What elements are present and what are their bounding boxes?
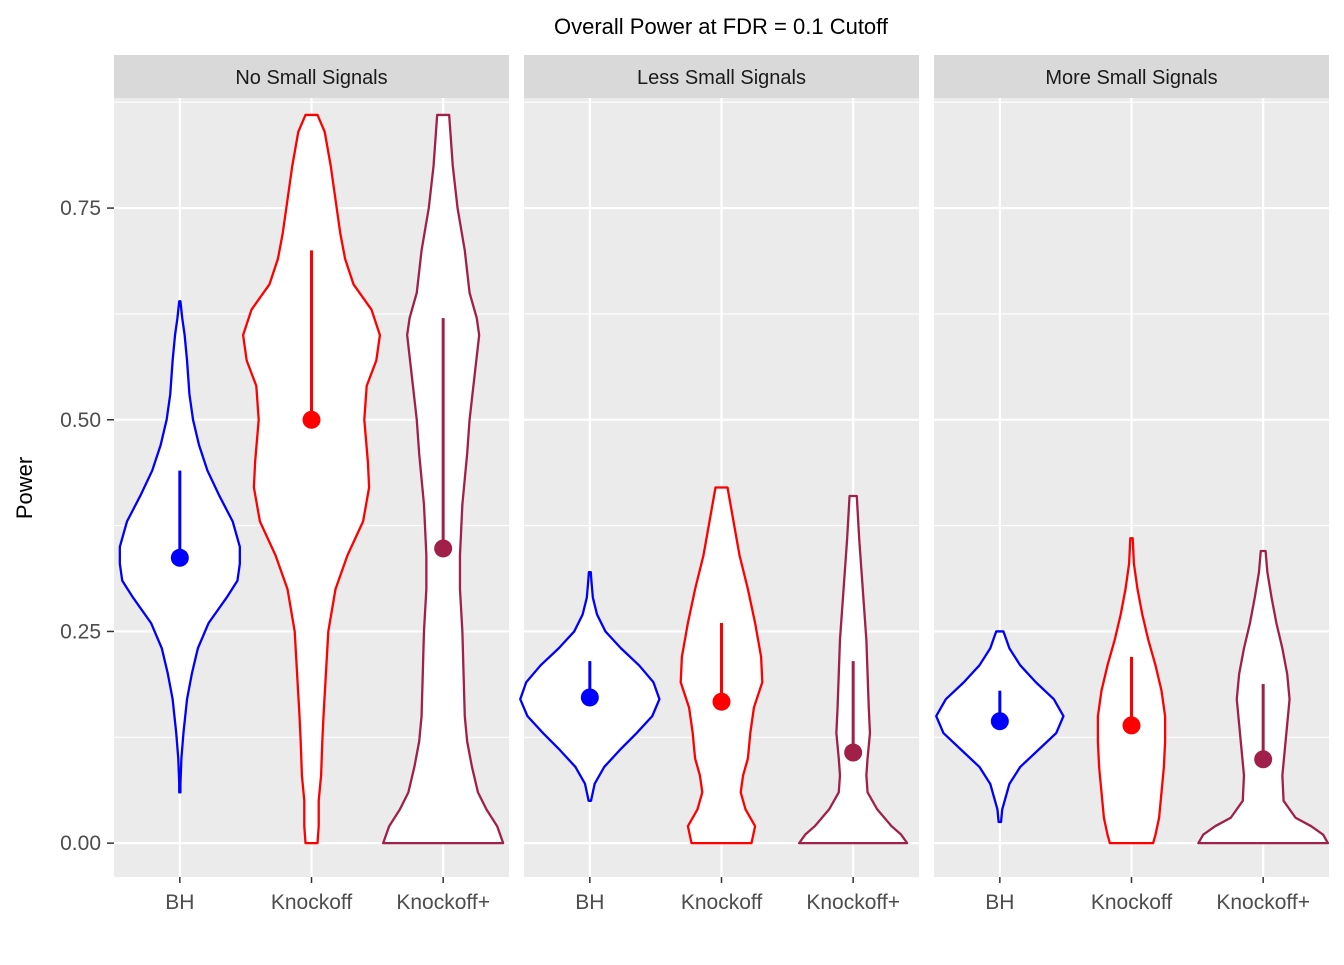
facet-strip-label: No Small Signals	[235, 67, 387, 89]
facet-strip-label: Less Small Signals	[637, 67, 806, 89]
y-tick-label: 0.50	[60, 409, 101, 432]
x-tick-label: Knockoff+	[806, 891, 900, 914]
median-point	[434, 539, 453, 558]
median-point	[580, 688, 599, 707]
y-axis: 0.00 0.25 0.50 0.75	[60, 197, 114, 855]
facet-panel: Less Small Signals BH Knockoff Knockoff+	[519, 55, 919, 914]
x-tick-label: BH	[165, 891, 194, 914]
median-point	[712, 692, 731, 711]
median-point	[170, 548, 189, 567]
x-tick-label: Knockoff	[1091, 891, 1172, 914]
x-tick-label: Knockoff	[681, 891, 762, 914]
facet-strip	[114, 55, 509, 98]
facet-strip	[524, 55, 919, 98]
chart-title: Overall Power at FDR = 0.1 Cutoff	[554, 14, 889, 39]
median-point	[1122, 716, 1141, 735]
x-tick-label: BH	[575, 891, 604, 914]
median-point	[990, 712, 1009, 731]
facet-panel: No Small Signals BH Knockoff Knockoff+	[114, 55, 509, 914]
facet-strip	[934, 55, 1329, 98]
facet-panel: More Small Signals BH Knockoff Knockoff+	[934, 55, 1330, 914]
x-tick-label: BH	[985, 891, 1014, 914]
median-point	[302, 410, 321, 429]
y-tick-label: 0.00	[60, 832, 101, 855]
violin-knockoff	[241, 113, 382, 845]
y-tick-label: 0.75	[60, 197, 101, 220]
x-tick-label: Knockoff+	[396, 891, 490, 914]
y-axis-title: Power	[12, 457, 37, 519]
x-tick-label: Knockoff+	[1216, 891, 1310, 914]
facet-strip-label: More Small Signals	[1045, 67, 1217, 89]
median-point	[1254, 750, 1273, 769]
y-tick-label: 0.25	[60, 620, 101, 643]
x-tick-label: Knockoff	[271, 891, 352, 914]
median-point	[844, 743, 863, 762]
